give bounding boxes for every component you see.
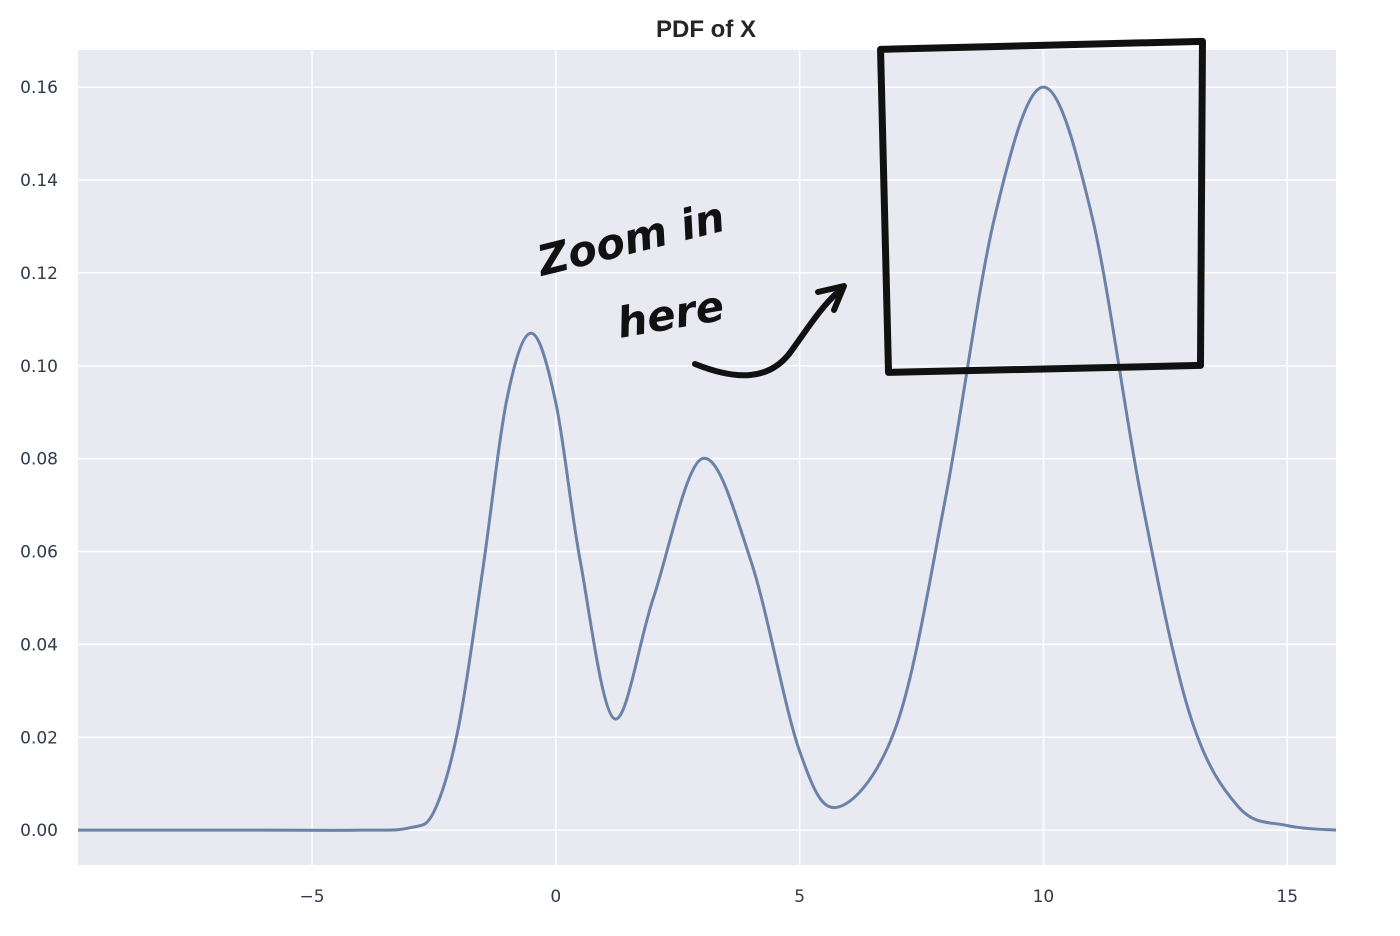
y-tick-label: 0.14	[20, 171, 58, 191]
y-tick-label: 0.12	[20, 264, 58, 284]
chart-title: PDF of X	[656, 16, 756, 43]
y-tick-label: 0.16	[20, 78, 58, 98]
x-tick-label: 10	[1033, 887, 1055, 907]
y-tick-label: 0.08	[20, 450, 58, 470]
arrow-head-icon	[815, 283, 847, 313]
y-tick-label: 0.02	[20, 728, 58, 748]
y-tick-label: 0.06	[20, 543, 58, 563]
y-tick-label: 0.04	[20, 635, 58, 655]
y-tick-label: 0.00	[20, 821, 58, 841]
x-tick-label: 15	[1276, 887, 1298, 907]
x-tick-label: 0	[550, 887, 561, 907]
tick-labels: −5 0 5 10 15 0.00 0.02 0.04 0.06 0.08 0.10 0.12 0.14…	[20, 78, 1298, 907]
x-tick-label: −5	[300, 887, 325, 907]
series-layer	[78, 85, 1337, 832]
x-tick-label: 5	[794, 887, 805, 907]
pdf-series-line	[78, 85, 1337, 832]
annotation-arrow-icon	[692, 287, 843, 379]
highlight-box	[877, 37, 1206, 376]
y-tick-label: 0.10	[20, 357, 58, 377]
